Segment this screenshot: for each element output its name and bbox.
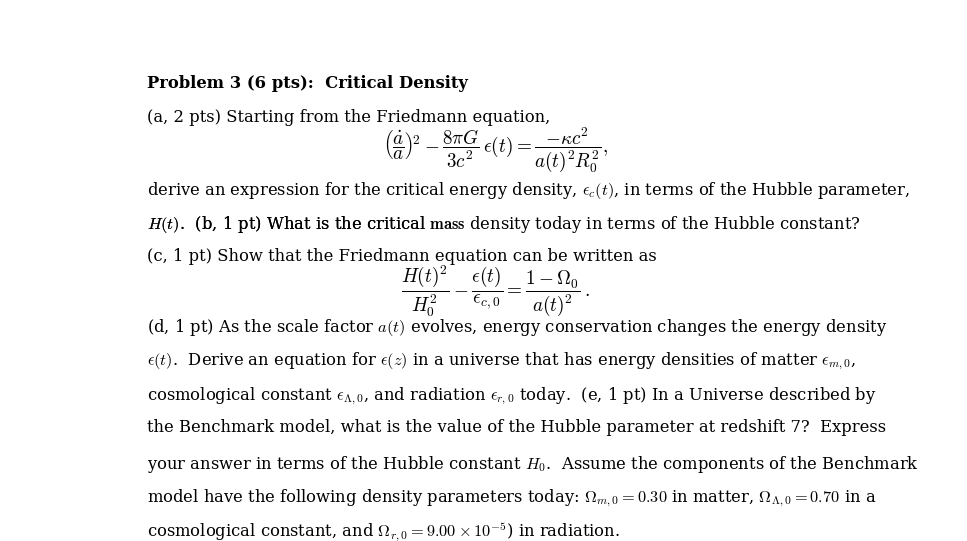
Text: cosmological constant, and $\Omega_{r,0} = 9.00 \times 10^{-5}$) in radiation.: cosmological constant, and $\Omega_{r,0}… [147, 522, 620, 541]
Text: (a, 2 pts) Starting from the Friedmann equation,: (a, 2 pts) Starting from the Friedmann e… [147, 109, 550, 127]
Text: (d, 1 pt) As the scale factor $a(t)$ evolves, energy conservation changes the en: (d, 1 pt) As the scale factor $a(t)$ evo… [147, 317, 888, 338]
Text: derive an expression for the critical energy density, $\epsilon_c(t)$, in terms : derive an expression for the critical en… [147, 180, 910, 201]
Text: your answer in terms of the Hubble constant $H_0$.  Assume the components of the: your answer in terms of the Hubble const… [147, 453, 919, 474]
Text: model have the following density parameters today: $\Omega_{m,0} = 0.30$ in matt: model have the following density paramet… [147, 487, 876, 509]
Text: $H(t)$.  (b, 1 pt) What is the critical $\mathbf{mass}$ density today in terms o: $H(t)$. (b, 1 pt) What is the critical $… [147, 214, 861, 235]
Text: $\epsilon(t)$.  Derive an equation for $\epsilon(z)$ in a universe that has ener: $\epsilon(t)$. Derive an equation for $\… [147, 351, 856, 372]
Text: $\left(\dfrac{\dot{a}}{a}\right)^{\!2} - \dfrac{8\pi G}{3c^2}\,\epsilon(t) = \df: $\left(\dfrac{\dot{a}}{a}\right)^{\!2} -… [383, 125, 608, 174]
Text: the Benchmark model, what is the value of the Hubble parameter at redshift 7?  E: the Benchmark model, what is the value o… [147, 419, 886, 437]
Text: (c, 1 pt) Show that the Friedmann equation can be written as: (c, 1 pt) Show that the Friedmann equati… [147, 248, 657, 265]
Text: cosmological constant $\epsilon_{\Lambda,0}$, and radiation $\epsilon_{r,0}$ tod: cosmological constant $\epsilon_{\Lambda… [147, 385, 877, 407]
Text: $H(t)$.  (b, 1 pt) What is the critical: $H(t)$. (b, 1 pt) What is the critical [147, 214, 426, 235]
Text: Problem 3 (6 pts):  Critical Density: Problem 3 (6 pts): Critical Density [147, 75, 468, 93]
Text: $\dfrac{H(t)^2}{H_0^2} - \dfrac{\epsilon(t)}{\epsilon_{c,0}} = \dfrac{1 - \Omega: $\dfrac{H(t)^2}{H_0^2} - \dfrac{\epsilon… [401, 264, 590, 318]
